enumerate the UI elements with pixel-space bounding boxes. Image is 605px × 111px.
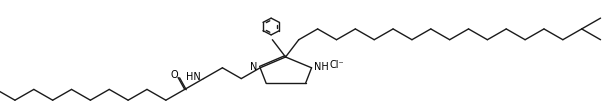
Text: N: N [250, 62, 258, 72]
Text: HN: HN [186, 72, 200, 82]
Text: Cl⁻: Cl⁻ [330, 60, 344, 70]
Text: NH: NH [314, 62, 329, 72]
Text: O: O [170, 70, 178, 80]
